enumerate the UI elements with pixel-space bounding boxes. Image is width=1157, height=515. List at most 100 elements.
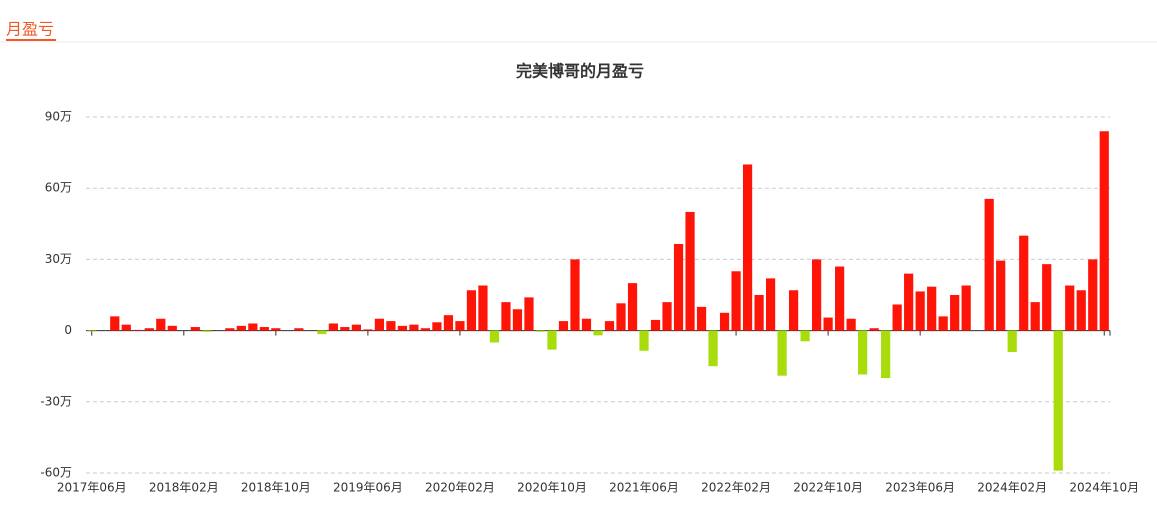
bar: [167, 325, 177, 331]
x-tick-label: 2022年10月: [793, 481, 863, 495]
chart-title: 完美博哥的月盈亏: [516, 62, 644, 81]
bar: [558, 321, 569, 331]
bar: [604, 321, 615, 331]
bar: [627, 283, 638, 331]
bar: [685, 211, 695, 331]
bar: [535, 330, 546, 332]
bar: [593, 330, 603, 336]
bar: [696, 306, 707, 331]
x-tick-label: 2023年06月: [885, 481, 955, 495]
x-tick-label: 2020年10月: [517, 481, 587, 495]
bar: [927, 286, 937, 331]
bar: [719, 312, 730, 331]
bar: [455, 321, 465, 331]
x-tick-label: 2020年02月: [425, 481, 495, 495]
bar: [662, 302, 672, 331]
x-tick-label: 2021年06月: [609, 481, 679, 495]
x-tick-label: 2017年06月: [57, 481, 127, 495]
bar: [961, 285, 971, 331]
bar: [409, 324, 419, 331]
bar: [156, 318, 166, 331]
bar: [397, 325, 408, 331]
bar: [432, 322, 442, 331]
bar: [1053, 330, 1063, 471]
bar: [650, 319, 661, 331]
bar: [87, 330, 97, 332]
bar: [754, 295, 764, 331]
x-tick-label: 2018年10月: [241, 481, 311, 495]
bar: [823, 317, 833, 331]
bar: [225, 328, 235, 331]
bar: [846, 318, 856, 331]
bar: [1019, 235, 1029, 331]
bar: [800, 330, 810, 342]
bar: [639, 330, 649, 351]
bar: [133, 329, 143, 331]
bar: [673, 243, 684, 331]
bar: [777, 330, 787, 376]
bar: [386, 321, 396, 331]
bar: [524, 297, 534, 331]
bar: [443, 315, 454, 331]
bar: [466, 290, 477, 331]
bar: [374, 318, 384, 331]
tab-label[interactable]: 月盈亏: [6, 20, 54, 39]
bar: [259, 327, 269, 331]
bar: [869, 328, 879, 331]
x-tick-label: 2018年02月: [149, 481, 219, 495]
bar: [328, 323, 338, 331]
bar: [616, 303, 626, 331]
bar: [1099, 131, 1109, 331]
x-tick-label: 2024年10月: [1069, 481, 1139, 495]
bar: [236, 325, 246, 331]
bar: [1065, 285, 1075, 331]
bar: [121, 324, 131, 331]
bar: [478, 285, 488, 331]
bar: [938, 316, 948, 331]
bar: [996, 260, 1006, 331]
bar: [1088, 259, 1098, 331]
bar: [731, 271, 741, 331]
bar: [1076, 290, 1086, 331]
y-tick-label: 90万: [45, 110, 72, 124]
bar: [294, 328, 304, 331]
bar: [1007, 330, 1017, 352]
y-tick-label: 0: [64, 323, 72, 337]
y-tick-label: 60万: [45, 181, 72, 195]
y-tick-label: 30万: [45, 252, 72, 266]
bar: [570, 259, 580, 331]
bar: [340, 327, 350, 331]
bar: [190, 327, 200, 331]
bar: [501, 302, 511, 331]
x-tick-label: 2024年02月: [977, 481, 1047, 495]
bar: [858, 330, 868, 375]
x-tick-label: 2019年06月: [333, 481, 403, 495]
bar: [351, 324, 361, 331]
bar: [248, 323, 258, 331]
y-tick-label: -30万: [40, 394, 72, 408]
bar: [984, 198, 994, 331]
bar: [1042, 264, 1052, 331]
bar: [742, 164, 753, 331]
bar: [765, 278, 776, 331]
bar: [881, 330, 891, 379]
bar: [489, 330, 500, 343]
bar: [202, 330, 212, 332]
y-tick-label: -60万: [40, 466, 72, 480]
bar: [271, 328, 281, 331]
bar: [420, 328, 431, 331]
bar: [1030, 302, 1040, 331]
bar: [110, 316, 120, 331]
bar: [512, 309, 523, 331]
bar: [892, 304, 902, 331]
bar: [363, 329, 373, 331]
bar: [950, 295, 960, 331]
bar: [835, 266, 845, 331]
bar: [788, 290, 799, 331]
bar: [581, 318, 592, 331]
bar: [915, 291, 925, 331]
bar: [317, 330, 327, 335]
x-tick-label: 2022年02月: [701, 481, 771, 495]
bar: [144, 328, 154, 331]
